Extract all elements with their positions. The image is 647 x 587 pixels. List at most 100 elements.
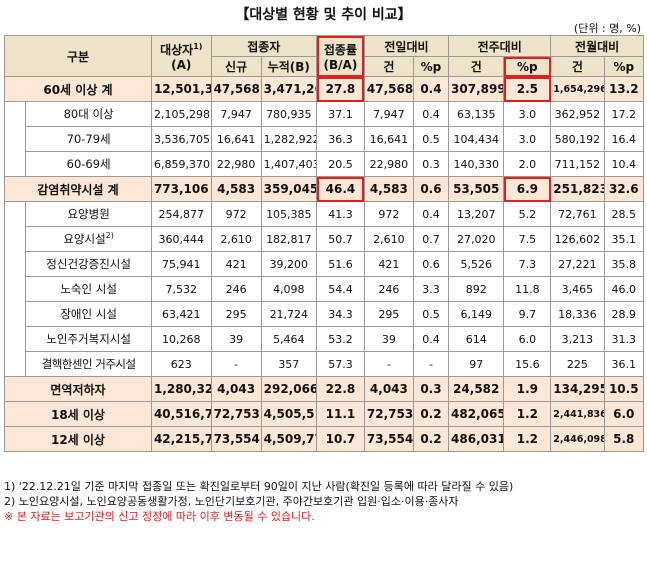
- cell-target: 773,106: [150, 176, 212, 202]
- cell-target: 1,280,324: [150, 376, 212, 402]
- cell-m-pct: 10.4: [603, 151, 645, 177]
- row-label: 노인주거복지시설: [25, 326, 152, 352]
- cell-new: 16,641: [210, 126, 262, 152]
- cell-m-cnt: 27,221: [550, 251, 605, 277]
- cell-m-pct: 6.0: [603, 401, 645, 427]
- cell-d-cnt: 4,583: [363, 176, 414, 202]
- table-row: 60세 이상 계12,501,37347,5683,471,26027.847,…: [4, 76, 645, 102]
- cell-target: 7,532: [150, 276, 212, 302]
- cell-target: 75,941: [150, 251, 212, 277]
- cell-m-pct: 10.5: [603, 376, 645, 402]
- cell-d-cnt: 7,947: [363, 101, 414, 127]
- header-rate: 접종률 (B/A): [316, 35, 365, 77]
- cell-new: 73,554: [210, 426, 262, 452]
- cell-w-pct: 1.9: [503, 376, 552, 402]
- cell-m-cnt: 251,823: [550, 176, 605, 202]
- table-row: 장애인 시설 63,421 295 21,724 34.3 295 0.5 6,149 9.7 1…: [3, 301, 645, 327]
- cell-d-cnt: 4,043: [363, 376, 414, 402]
- cell-m-pct: 32.6: [603, 176, 645, 202]
- cell-d-pct: 0.6: [412, 176, 450, 202]
- cell-m-pct: 36.1: [603, 351, 645, 377]
- row-indent: [3, 101, 27, 127]
- cell-target: 254,877: [150, 201, 212, 227]
- cell-d-cnt: 39: [363, 326, 414, 352]
- cell-w-pct: 11.8: [503, 276, 552, 302]
- cell-cum: 39,200: [260, 251, 318, 277]
- row-label: 60세 이상 계: [4, 76, 152, 102]
- cell-rate: 54.4: [316, 276, 365, 302]
- header-cumulative: 누적(B): [260, 56, 318, 77]
- cell-target: 12,501,373: [150, 76, 212, 102]
- header-prev-month: 전월대비: [550, 35, 644, 57]
- cell-w-pct: 1.2: [503, 426, 552, 452]
- cell-w-pct: 6.0: [503, 326, 552, 352]
- footnotes: 1) '22.12.21일 기준 마지막 접종일 또는 확진일로부터 90일이 …: [4, 479, 644, 524]
- cell-cum: 357: [260, 351, 318, 377]
- cell-d-pct: 0.4: [412, 76, 450, 102]
- cell-d-pct: 0.5: [412, 301, 450, 327]
- cell-m-cnt: 711,152: [550, 151, 605, 177]
- cell-d-pct: 0.6: [412, 251, 450, 277]
- header-group: 구분: [4, 35, 152, 77]
- table-row: 70-79세 3,536,705 16,641 1,282,922 36.3 16,641…: [3, 126, 645, 152]
- cell-m-pct: 17.2: [603, 101, 645, 127]
- table-row: 결핵한센인 거주시설 623-357 57.3- -97 15.6 225 36.1: [3, 351, 645, 377]
- table-row: 요양시설2) 360,444 2,610 182,817 50.7 2,610 0.7 27,…: [3, 226, 645, 252]
- cell-w-cnt: 53,505: [448, 176, 505, 202]
- cell-rate: 11.1: [316, 401, 365, 427]
- cell-w-cnt: 482,065: [448, 401, 505, 427]
- cell-cum: 4,505,516: [260, 401, 318, 427]
- cell-target: 10,268: [150, 326, 212, 352]
- cell-d-cnt: 295: [363, 301, 414, 327]
- cell-rate: 27.8: [316, 76, 365, 102]
- cell-m-cnt: 126,602: [550, 226, 605, 252]
- cell-rate: 20.5: [316, 151, 365, 177]
- header-month-count: 건: [550, 56, 605, 77]
- table-row: 18세 이상40,516,79172,7534,505,51611.172,75…: [4, 401, 645, 427]
- cell-w-pct: 2.5: [503, 76, 552, 102]
- cell-w-pct: 7.5: [503, 226, 552, 252]
- row-label: 요양병원: [25, 201, 152, 227]
- cell-rate: 10.7: [316, 426, 365, 452]
- table-row: 노인주거복지시설 10,268 39 5,464 53.2 39 0.4 614 6.0 3,21…: [3, 326, 645, 352]
- cell-w-cnt: 5,526: [448, 251, 505, 277]
- cell-w-cnt: 104,434: [448, 126, 505, 152]
- cell-cum: 182,817: [260, 226, 318, 252]
- cell-m-cnt: 2,441,836: [550, 401, 605, 427]
- cell-new: 295: [210, 301, 262, 327]
- cell-d-pct: 0.3: [412, 151, 450, 177]
- row-label: 70-79세: [25, 126, 152, 152]
- cell-w-pct: 3.0: [503, 126, 552, 152]
- cell-rate: 51.6: [316, 251, 365, 277]
- cell-w-pct: 2.0: [503, 151, 552, 177]
- row-indent: [3, 126, 27, 152]
- cell-m-pct: 31.3: [603, 326, 645, 352]
- cell-m-cnt: 2,446,098: [550, 426, 605, 452]
- cell-m-cnt: 362,952: [550, 101, 605, 127]
- cell-w-cnt: 13,207: [448, 201, 505, 227]
- header-vaccinated: 접종자: [210, 35, 318, 57]
- row-label: 면역저하자: [4, 376, 152, 402]
- row-indent: [3, 301, 27, 327]
- cell-d-cnt: -: [363, 351, 414, 377]
- cell-cum: 105,385: [260, 201, 318, 227]
- cell-w-cnt: 140,330: [448, 151, 505, 177]
- cell-cum: 1,407,403: [260, 151, 318, 177]
- cell-new: 246: [210, 276, 262, 302]
- header-target: 대상자1) (A): [150, 35, 212, 77]
- cell-m-pct: 35.8: [603, 251, 645, 277]
- cell-cum: 1,282,922: [260, 126, 318, 152]
- cell-w-cnt: 6,149: [448, 301, 505, 327]
- header-new: 신규: [210, 56, 262, 77]
- cell-d-pct: 0.7: [412, 226, 450, 252]
- row-label: 80대 이상: [25, 101, 152, 127]
- cell-w-pct: 15.6: [503, 351, 552, 377]
- cell-m-cnt: 580,192: [550, 126, 605, 152]
- cell-rate: 36.3: [316, 126, 365, 152]
- cell-d-pct: 0.4: [412, 201, 450, 227]
- cell-d-pct: 0.4: [412, 101, 450, 127]
- table-row: 면역저하자1,280,3244,043292,06622.84,0430.324…: [4, 376, 645, 402]
- cell-m-cnt: 18,336: [550, 301, 605, 327]
- cell-m-pct: 16.4: [603, 126, 645, 152]
- header-day-count: 건: [363, 56, 414, 77]
